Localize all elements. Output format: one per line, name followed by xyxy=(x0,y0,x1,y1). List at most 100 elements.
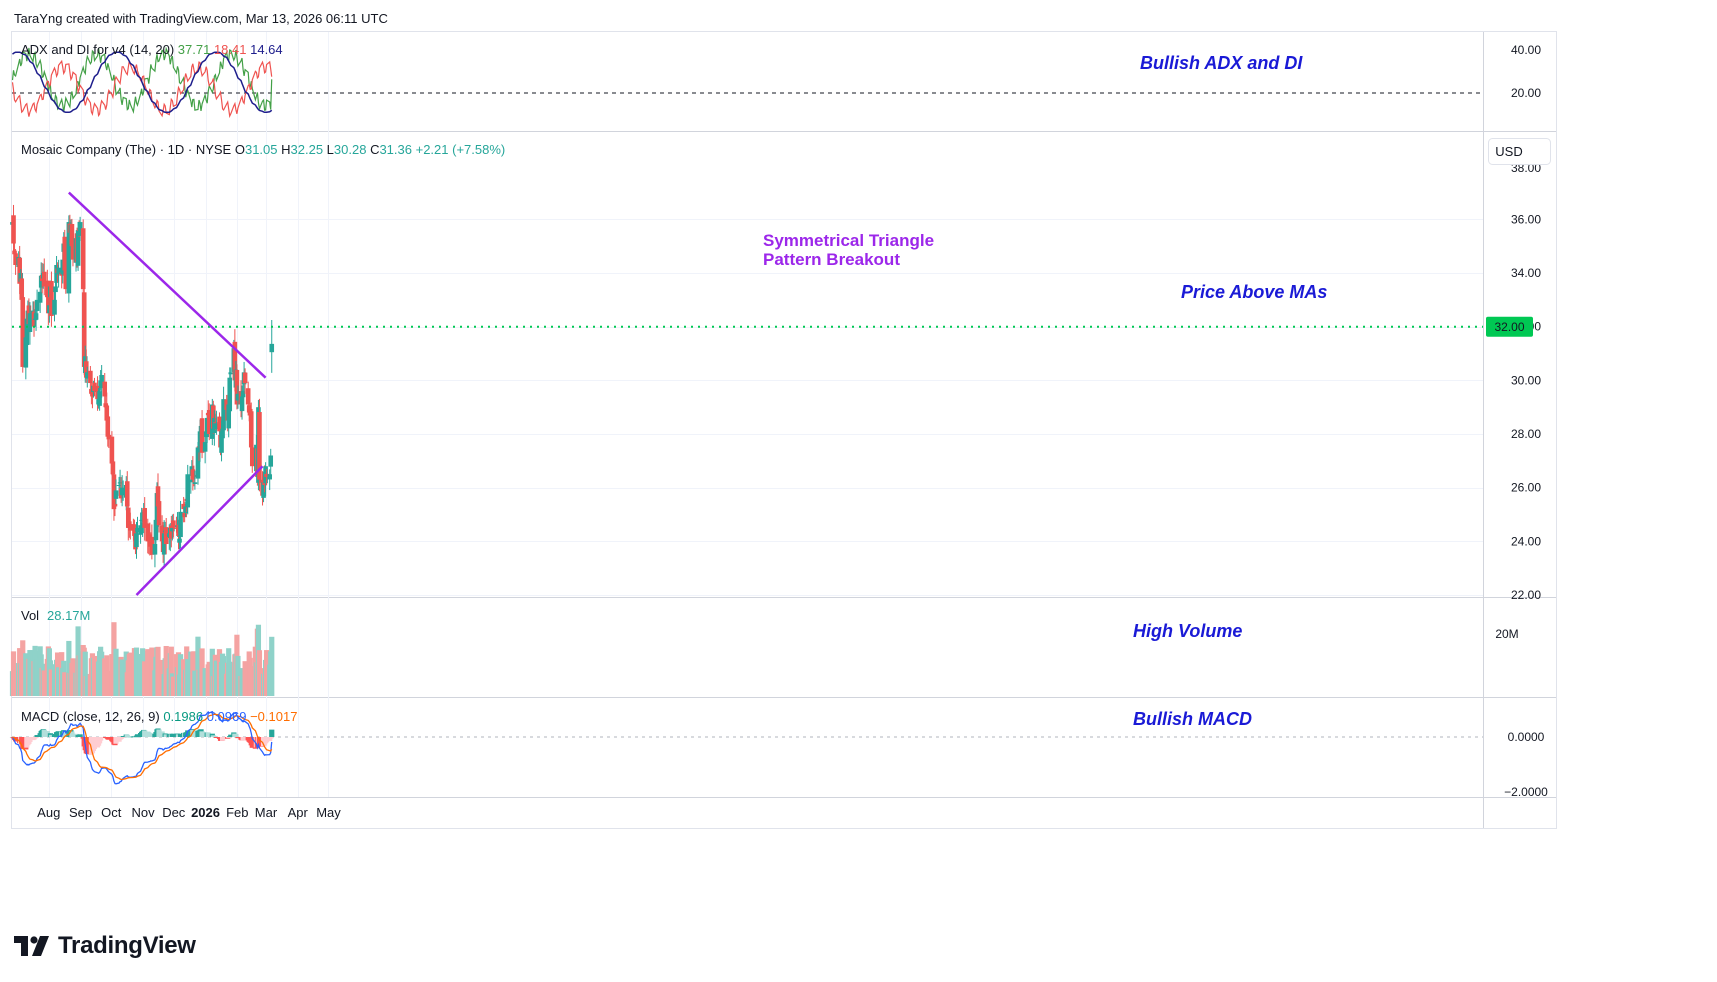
macd-histogram-bar xyxy=(267,737,273,741)
candle xyxy=(228,367,234,379)
candle xyxy=(171,513,176,537)
candle-body xyxy=(110,461,116,475)
candle xyxy=(269,319,275,373)
macd-histogram-bar xyxy=(91,737,98,750)
macd-histogram-bar xyxy=(170,733,176,737)
candle-body xyxy=(239,396,245,412)
macd-histogram-bar xyxy=(119,737,125,738)
volume-bar xyxy=(269,636,275,696)
candle xyxy=(63,258,69,294)
volume-bar xyxy=(195,636,201,696)
candle-body xyxy=(199,418,205,453)
candle xyxy=(49,271,54,327)
candle xyxy=(190,456,196,491)
candle-body xyxy=(135,527,140,533)
candle-body xyxy=(56,267,61,275)
macd-histogram-bar xyxy=(163,734,169,737)
candle-body xyxy=(248,411,254,448)
candle-body xyxy=(220,428,225,439)
adx-legend: ADX and DI for v4 (14, 20) 37.71 18.41 1… xyxy=(21,42,283,57)
candle-body xyxy=(132,528,137,536)
candle xyxy=(128,512,133,540)
macd-histogram-bar xyxy=(124,734,130,737)
candle-body xyxy=(152,544,158,555)
adx-line xyxy=(11,51,273,114)
candle xyxy=(178,500,183,549)
macd-histogram-bar xyxy=(249,737,255,748)
candle-body xyxy=(69,223,75,247)
volume-bar xyxy=(82,651,88,696)
candle-body xyxy=(188,479,194,483)
candle xyxy=(56,259,61,288)
volume-bar xyxy=(56,667,62,696)
candle xyxy=(138,512,143,544)
tradingview-brand[interactable]: TradingView xyxy=(14,932,196,960)
candle xyxy=(206,403,212,441)
candle-body xyxy=(13,253,18,265)
candle-body xyxy=(214,423,219,430)
adx-axis-tick: 20.00 xyxy=(1511,86,1541,100)
candle-body xyxy=(124,481,130,507)
price-axis-tick: 28.00 xyxy=(1511,427,1541,441)
macd-histogram-bar xyxy=(99,737,105,739)
currency-button xyxy=(1488,138,1551,165)
time-axis-label: Feb xyxy=(226,805,248,820)
candle-body xyxy=(53,286,58,293)
candle xyxy=(41,258,47,296)
candle xyxy=(199,410,205,459)
macd-histogram-bar xyxy=(56,731,62,737)
candle-body xyxy=(219,431,224,453)
symbol-legend: Mosaic Company (The) · 1D · NYSE O31.05 … xyxy=(21,142,505,157)
volume-bar xyxy=(127,652,133,696)
candle xyxy=(13,249,18,275)
volume-bar xyxy=(142,661,148,696)
volume-axis-tick: 20M xyxy=(1495,627,1518,641)
candle-body xyxy=(134,533,139,548)
macd-histogram-bar xyxy=(264,737,270,743)
candle xyxy=(156,495,162,533)
volume-bar xyxy=(99,651,105,696)
macd-histogram-bar xyxy=(242,737,248,740)
chart-frame xyxy=(11,31,1557,829)
candle-body xyxy=(195,447,201,479)
candle-body xyxy=(213,422,218,424)
candle-body xyxy=(23,337,29,368)
tradingview-wordmark: TradingView xyxy=(58,932,196,959)
candle-body xyxy=(171,520,176,528)
macd-histogram-bar xyxy=(268,737,274,739)
triangle-annotation-line2: Pattern Breakout xyxy=(763,250,900,269)
candle-body xyxy=(183,506,188,513)
candle xyxy=(99,365,104,398)
volume-bar xyxy=(209,648,215,696)
candle xyxy=(214,410,219,435)
candle-body xyxy=(117,482,123,484)
candle-body xyxy=(120,490,126,493)
candle-body xyxy=(33,313,39,320)
macd-histogram-bar xyxy=(235,737,241,739)
candle-body xyxy=(169,525,174,539)
macd-histogram-bar xyxy=(228,734,234,737)
candle xyxy=(240,382,246,403)
candle-body xyxy=(155,486,161,507)
candle-body xyxy=(177,538,182,543)
candle-body xyxy=(106,434,112,440)
candle-body xyxy=(192,482,198,484)
chart-canvas[interactable]: Aug Sep Oct Nov Dec 2026 Feb Mar Apr May 36.00 34.0… xyxy=(0,0,1717,920)
candle xyxy=(27,302,33,345)
candle xyxy=(242,368,248,394)
trendline-support xyxy=(135,465,264,596)
time-axis-label: Aug xyxy=(37,805,60,820)
candle xyxy=(117,469,123,490)
macd-histogram-bar xyxy=(226,737,232,739)
candle-body xyxy=(226,404,232,429)
macd-line xyxy=(11,710,273,785)
volume-bar xyxy=(63,673,69,696)
macd-histogram-bar xyxy=(185,730,191,737)
candle-body xyxy=(125,507,131,528)
candle xyxy=(264,469,269,486)
volume-bar xyxy=(163,645,169,696)
candle-body xyxy=(81,292,87,367)
candle-body xyxy=(38,275,44,288)
macd-histogram-bar xyxy=(106,737,112,740)
candle-body xyxy=(49,281,54,316)
